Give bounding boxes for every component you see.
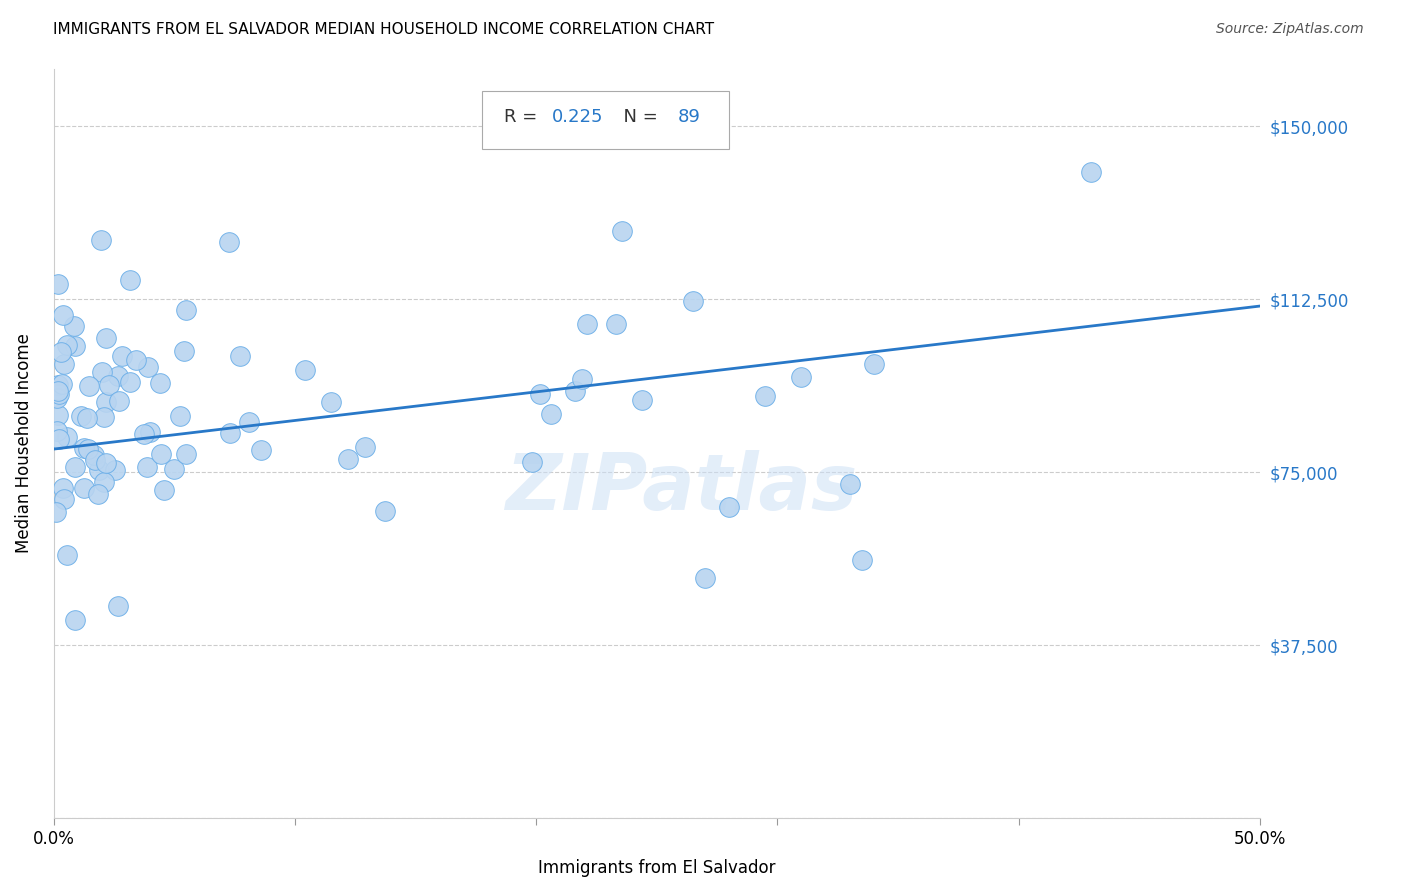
Point <box>91 365 114 379</box>
Point <box>48 432 70 446</box>
Text: IMMIGRANTS FROM EL SALVADOR MEDIAN HOUSEHOLD INCOME CORRELATION CHART: IMMIGRANTS FROM EL SALVADOR MEDIAN HOUSE… <box>53 22 714 37</box>
Point <box>97 378 120 392</box>
Point <box>93 475 115 489</box>
Point <box>51 308 73 322</box>
Point <box>374 503 396 517</box>
Point <box>73 442 96 456</box>
Point <box>51 344 73 359</box>
Point <box>174 447 197 461</box>
Point <box>693 571 716 585</box>
Point <box>89 463 111 477</box>
Point <box>718 500 741 515</box>
FancyBboxPatch shape <box>482 91 730 150</box>
Point <box>754 389 776 403</box>
Point <box>540 407 562 421</box>
Point <box>136 460 159 475</box>
Point <box>851 553 873 567</box>
Text: ZIPatlas: ZIPatlas <box>505 450 858 526</box>
Point <box>522 455 544 469</box>
Point <box>576 318 599 332</box>
Point <box>571 372 593 386</box>
Point <box>90 233 112 247</box>
Point <box>173 344 195 359</box>
Point <box>55 430 77 444</box>
Point <box>294 363 316 377</box>
Point <box>249 443 271 458</box>
Point <box>612 224 634 238</box>
Point <box>46 392 69 406</box>
Point <box>48 386 70 401</box>
Point <box>69 409 91 424</box>
Point <box>169 409 191 423</box>
Point <box>46 409 69 423</box>
Point <box>174 303 197 318</box>
Point <box>120 273 142 287</box>
Point <box>63 613 86 627</box>
Text: R =: R = <box>503 108 543 127</box>
Point <box>107 394 129 409</box>
Point <box>152 483 174 497</box>
Point <box>529 387 551 401</box>
Point <box>63 339 86 353</box>
Point <box>46 277 69 291</box>
Point <box>94 456 117 470</box>
Y-axis label: Median Household Income: Median Household Income <box>15 334 32 553</box>
Point <box>319 395 342 409</box>
Point <box>76 410 98 425</box>
Point <box>218 425 240 440</box>
X-axis label: Immigrants from El Salvador: Immigrants from El Salvador <box>538 859 776 877</box>
Point <box>107 369 129 384</box>
Point <box>136 359 159 374</box>
Text: Source: ZipAtlas.com: Source: ZipAtlas.com <box>1216 22 1364 37</box>
Text: N =: N = <box>612 108 664 127</box>
Point <box>150 447 173 461</box>
Point <box>53 491 76 506</box>
Point <box>790 369 813 384</box>
Point <box>52 357 75 371</box>
Point <box>218 235 240 249</box>
Point <box>83 453 105 467</box>
Point <box>631 392 654 407</box>
Point <box>73 481 96 495</box>
Point <box>682 293 704 308</box>
Point <box>134 426 156 441</box>
Point <box>125 352 148 367</box>
Point <box>45 505 67 519</box>
Point <box>52 481 75 495</box>
Point <box>77 442 100 457</box>
Point <box>46 377 69 392</box>
Point <box>46 424 69 438</box>
Point <box>1080 165 1102 179</box>
Point <box>104 463 127 477</box>
Point <box>163 462 186 476</box>
Point <box>51 377 73 392</box>
Point <box>354 440 377 454</box>
Point <box>63 459 86 474</box>
Point <box>93 410 115 425</box>
Point <box>63 319 86 334</box>
Point <box>46 384 69 399</box>
Point <box>229 349 252 363</box>
Point <box>45 384 67 398</box>
Point <box>83 448 105 462</box>
Text: 89: 89 <box>678 108 700 127</box>
Point <box>111 349 134 363</box>
Point <box>337 452 360 467</box>
Point <box>149 376 172 391</box>
Point <box>56 548 79 562</box>
Text: 0.225: 0.225 <box>553 108 603 127</box>
Point <box>139 425 162 439</box>
Point <box>96 330 118 344</box>
Point <box>120 376 142 390</box>
Point <box>94 395 117 409</box>
Point <box>863 357 886 371</box>
Point <box>107 599 129 613</box>
Point <box>79 379 101 393</box>
Point <box>838 477 860 491</box>
Point <box>238 415 260 429</box>
Point <box>56 338 79 352</box>
Point <box>564 384 586 398</box>
Point <box>87 487 110 501</box>
Point <box>605 317 627 331</box>
